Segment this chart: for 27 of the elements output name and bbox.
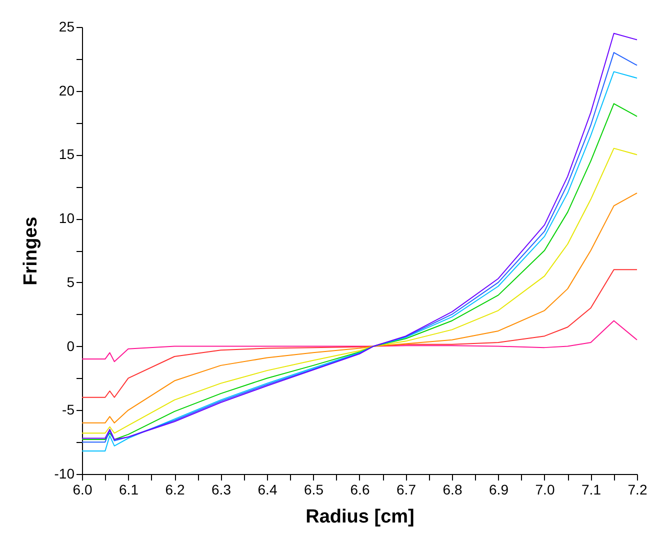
x-tick-label: 6.0 xyxy=(72,482,92,498)
x-tick-label: 7.2 xyxy=(628,482,648,498)
x-tick-label: 7.0 xyxy=(535,482,555,498)
line-series xyxy=(82,320,638,362)
line-series xyxy=(82,148,638,434)
x-tick-label: 6.9 xyxy=(489,482,509,498)
x-tick-label: 6.5 xyxy=(304,482,324,498)
y-tick-label: -10 xyxy=(54,466,75,482)
line-series xyxy=(82,269,638,398)
y-tick-label: 15 xyxy=(58,146,75,162)
y-tick-label: -5 xyxy=(62,402,75,418)
y-tick-label: 5 xyxy=(66,274,75,290)
x-tick-label: 6.7 xyxy=(396,482,416,498)
y-tick-label: 0 xyxy=(66,338,75,354)
x-tick-label: 6.1 xyxy=(119,482,139,498)
x-tick-label: 6.4 xyxy=(258,482,278,498)
x-tick-label: 6.3 xyxy=(212,482,232,498)
x-tick-label: 6.6 xyxy=(350,482,370,498)
y-tick-label: 10 xyxy=(58,210,75,226)
y-axis-title: Fringes xyxy=(20,216,42,286)
x-axis-title: Radius [cm] xyxy=(306,506,414,528)
x-tick-label: 6.2 xyxy=(165,482,185,498)
line-series xyxy=(82,192,638,424)
y-tick-label: 25 xyxy=(58,18,75,34)
y-tick-label: 20 xyxy=(58,82,75,98)
x-tick-label: 6.8 xyxy=(442,482,462,498)
x-tick-label: 7.1 xyxy=(582,482,602,498)
